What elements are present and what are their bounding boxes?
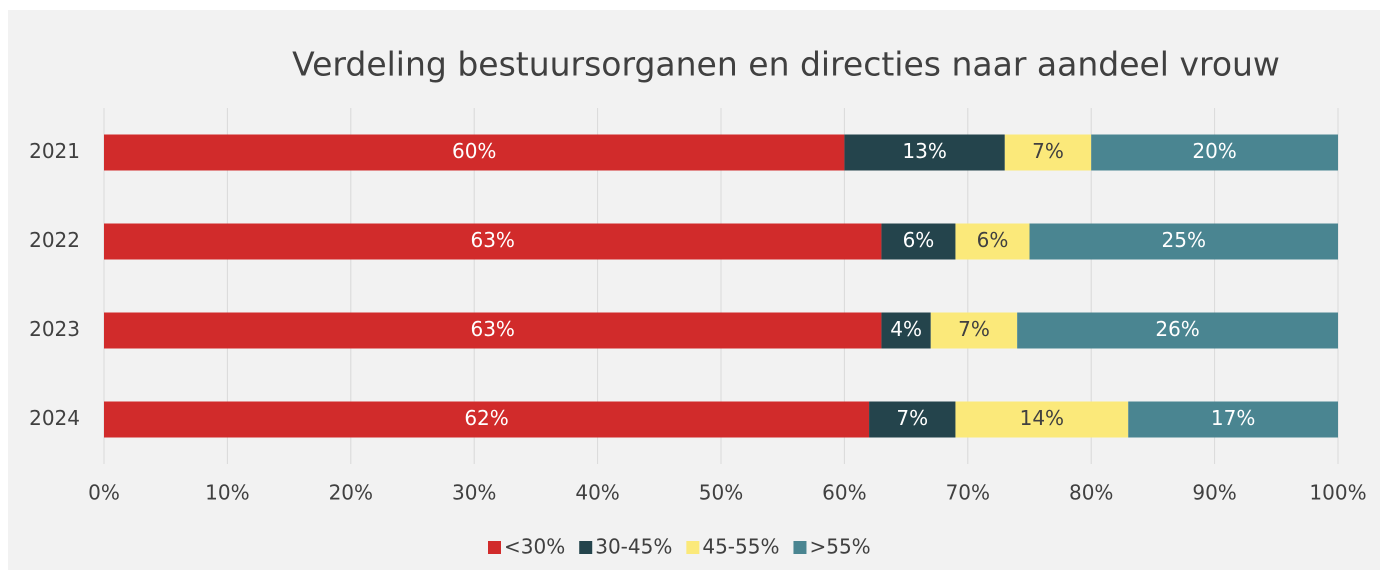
legend-label: <30% bbox=[504, 535, 565, 559]
legend-swatch bbox=[488, 541, 501, 554]
data-label: 6% bbox=[977, 228, 1009, 252]
chart-background bbox=[8, 10, 1380, 570]
data-label: 4% bbox=[890, 317, 922, 341]
x-tick-label: 50% bbox=[699, 481, 743, 505]
data-label: 63% bbox=[470, 317, 514, 341]
data-label: 13% bbox=[902, 139, 946, 163]
chart-title: Verdeling bestuursorganen en directies n… bbox=[292, 45, 1280, 84]
bar-segment bbox=[1004, 134, 1092, 171]
data-label: 62% bbox=[464, 406, 508, 430]
bar-segment bbox=[1128, 401, 1338, 438]
x-tick-label: 0% bbox=[88, 481, 120, 505]
legend-label: 45-55% bbox=[702, 535, 779, 559]
bar-segment bbox=[104, 223, 882, 260]
bar-segment bbox=[930, 312, 1018, 349]
legend-swatch bbox=[579, 541, 593, 554]
x-tick-label: 80% bbox=[1069, 481, 1113, 505]
bar-segment bbox=[955, 223, 1030, 260]
data-label: 60% bbox=[452, 139, 496, 163]
data-label: 7% bbox=[958, 317, 990, 341]
data-label: 26% bbox=[1155, 317, 1199, 341]
x-tick-label: 30% bbox=[452, 481, 496, 505]
y-tick-label: 2022 bbox=[29, 228, 80, 252]
x-tick-label: 70% bbox=[946, 481, 990, 505]
data-label: 63% bbox=[470, 228, 514, 252]
bar-segment bbox=[844, 134, 1005, 171]
data-label: 7% bbox=[896, 406, 928, 430]
data-label: 14% bbox=[1020, 406, 1064, 430]
bar-segment bbox=[955, 401, 1129, 438]
x-tick-label: 60% bbox=[822, 481, 866, 505]
legend-label: >55% bbox=[809, 535, 870, 559]
x-tick-label: 90% bbox=[1192, 481, 1236, 505]
data-label: 20% bbox=[1192, 139, 1236, 163]
bar-segment bbox=[104, 312, 882, 349]
legend-swatch bbox=[793, 541, 807, 554]
bar-segment bbox=[104, 134, 845, 171]
legend-label: 30-45% bbox=[595, 535, 672, 559]
data-label: 25% bbox=[1162, 228, 1206, 252]
x-tick-label: 20% bbox=[329, 481, 373, 505]
x-tick-label: 100% bbox=[1309, 481, 1366, 505]
y-tick-label: 2021 bbox=[29, 139, 80, 163]
legend-swatch bbox=[686, 541, 700, 554]
bar-segment bbox=[881, 223, 956, 260]
bar-segment bbox=[1017, 312, 1338, 349]
bar-segment bbox=[1091, 134, 1338, 171]
y-tick-label: 2024 bbox=[29, 406, 80, 430]
bar-segment bbox=[881, 312, 931, 349]
bar-segment bbox=[1029, 223, 1338, 260]
x-tick-label: 10% bbox=[205, 481, 249, 505]
y-tick-label: 2023 bbox=[29, 317, 80, 341]
bar-segment bbox=[104, 401, 870, 438]
bar-segment bbox=[869, 401, 956, 438]
data-label: 6% bbox=[903, 228, 935, 252]
data-label: 7% bbox=[1032, 139, 1064, 163]
x-tick-label: 40% bbox=[575, 481, 619, 505]
data-label: 17% bbox=[1211, 406, 1255, 430]
